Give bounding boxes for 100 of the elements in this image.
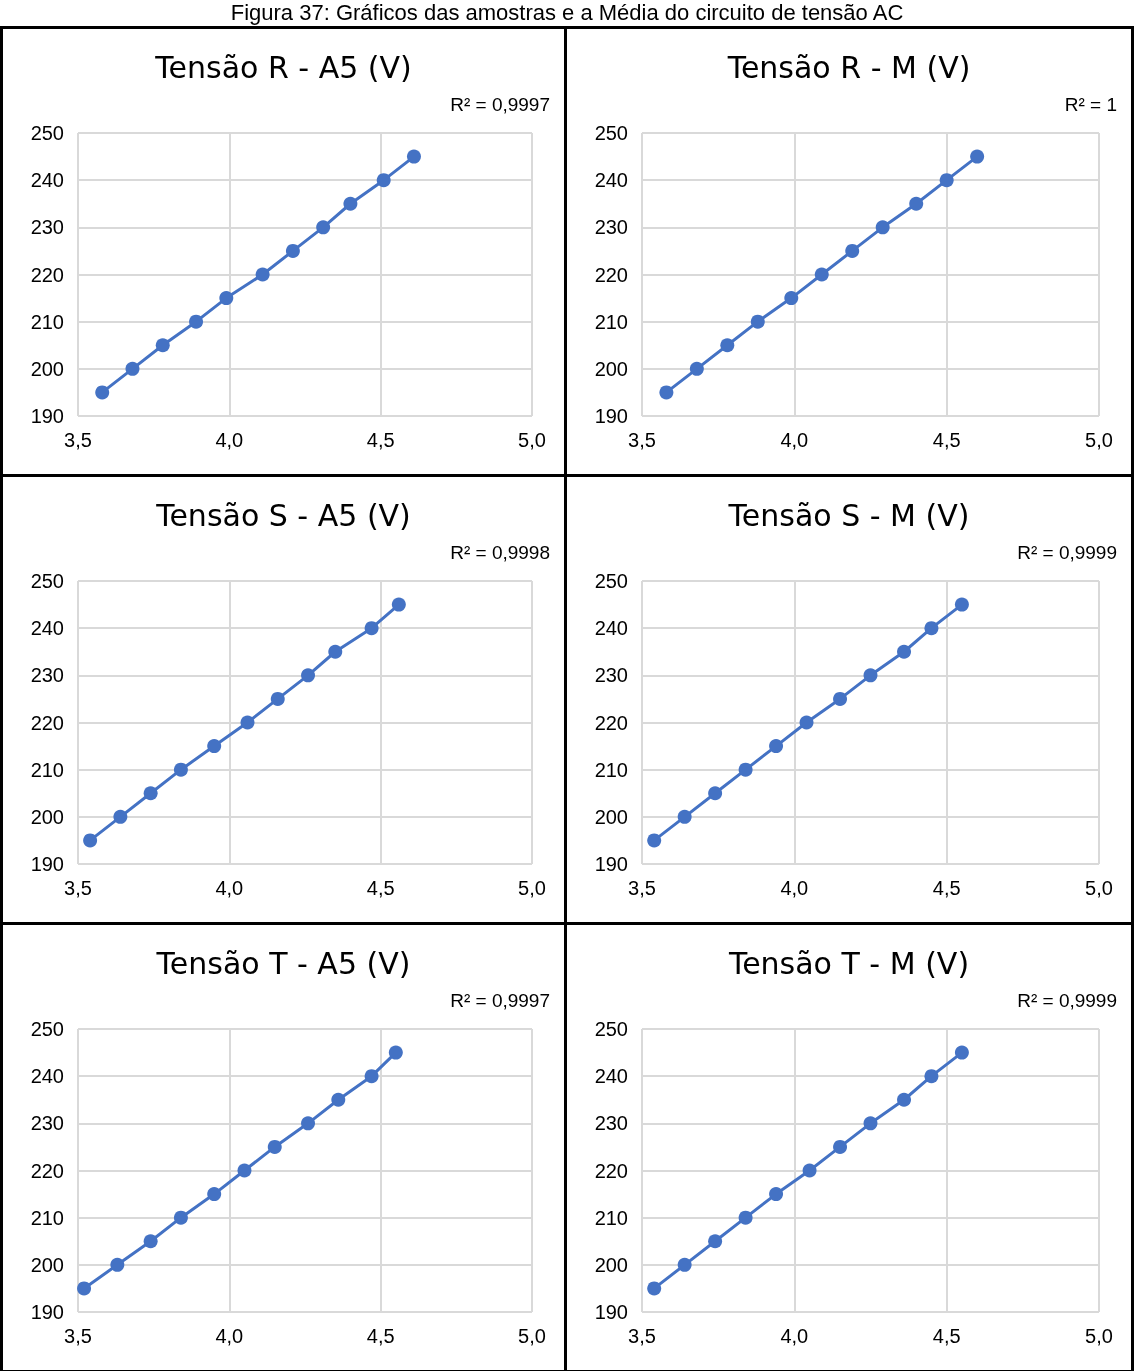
x-tick-label: 4,5	[932, 1325, 961, 1347]
y-tick-label: 190	[594, 405, 628, 427]
y-tick-label: 230	[30, 664, 64, 687]
point	[376, 173, 391, 188]
y-tick-label: 240	[594, 169, 628, 192]
point	[833, 1139, 848, 1154]
point	[219, 291, 234, 306]
text: R² = 1	[1064, 94, 1118, 115]
y-tick-label: 210	[594, 1206, 628, 1229]
y-tick-label: 200	[30, 805, 64, 828]
point	[863, 1116, 878, 1131]
text: R² = 0,9997	[450, 990, 551, 1011]
x-tick-label: 5,0	[518, 877, 546, 899]
x-tick-label: 4,5	[366, 877, 395, 899]
x-tick-label: 3,5	[628, 1325, 656, 1347]
point	[802, 1163, 817, 1178]
y-tick-label: 220	[30, 263, 64, 286]
point	[897, 1092, 912, 1107]
y-tick-label: 210	[30, 758, 64, 781]
point	[897, 644, 912, 659]
point	[125, 361, 140, 376]
x-tick-label: 4,0	[780, 429, 809, 451]
x-tick-label: 5,0	[1085, 877, 1113, 899]
x-tick-label: 4,5	[932, 877, 961, 899]
chart-title: Tensão T - M (V)	[727, 945, 970, 981]
y-tick-label: 240	[30, 617, 64, 640]
point	[720, 338, 735, 353]
y-tick-label: 190	[30, 1301, 64, 1323]
point	[388, 1045, 403, 1060]
point	[833, 691, 848, 706]
point	[364, 621, 379, 636]
point	[237, 1163, 252, 1178]
point	[708, 786, 723, 801]
point	[647, 833, 662, 848]
x-tick-label: 4,5	[932, 429, 961, 451]
y-tick-label: 230	[594, 216, 628, 239]
y-tick-label: 200	[594, 805, 628, 828]
text: R² = 0,9998	[450, 542, 551, 563]
y-tick-label: 240	[30, 169, 64, 192]
point	[954, 1045, 969, 1060]
point	[328, 644, 343, 659]
y-tick-label: 190	[30, 853, 64, 875]
x-tick-label: 4,5	[366, 429, 395, 451]
point	[677, 1257, 692, 1272]
point	[343, 196, 358, 211]
point	[406, 149, 421, 164]
point	[750, 314, 765, 329]
point	[173, 1210, 188, 1225]
y-tick-label: 200	[594, 357, 628, 380]
x-tick-label: 4,0	[780, 877, 809, 899]
y-tick-label: 250	[594, 1018, 628, 1040]
point	[316, 220, 331, 235]
point	[155, 338, 170, 353]
point	[738, 762, 753, 777]
y-tick-label: 230	[594, 1112, 628, 1135]
point	[110, 1257, 125, 1272]
x-tick-label: 4,0	[780, 1325, 809, 1347]
point	[267, 1139, 282, 1154]
point	[677, 809, 692, 824]
text: R² = 0,9997	[450, 94, 551, 115]
point	[954, 597, 969, 612]
y-tick-label: 240	[30, 1065, 64, 1088]
point	[189, 314, 204, 329]
chart-title: Tensão R - A5 (V)	[154, 49, 412, 85]
point	[83, 833, 98, 848]
point	[814, 267, 829, 282]
y-tick-label: 200	[30, 1253, 64, 1276]
point	[207, 739, 222, 754]
point	[364, 1069, 379, 1084]
y-tick-label: 210	[594, 758, 628, 781]
y-tick-label: 200	[594, 1253, 628, 1276]
x-tick-label: 5,0	[518, 1325, 546, 1347]
point	[909, 196, 924, 211]
point	[77, 1281, 92, 1296]
y-tick-label: 250	[594, 122, 628, 144]
y-tick-label: 190	[30, 405, 64, 427]
y-tick-label: 210	[30, 1206, 64, 1229]
point	[659, 385, 674, 400]
x-tick-label: 3,5	[64, 877, 92, 899]
point	[207, 1187, 222, 1202]
x-tick-label: 3,5	[64, 429, 92, 451]
text: Figura 37: Gráficos das amostras e a Média do circuito de tensão AC	[229, 0, 905, 26]
y-tick-label: 230	[30, 216, 64, 239]
x-tick-label: 3,5	[628, 429, 656, 451]
point	[143, 786, 158, 801]
y-tick-label: 220	[594, 1159, 628, 1182]
point	[799, 715, 814, 730]
y-tick-label: 240	[594, 1065, 628, 1088]
y-tick-label: 220	[30, 1159, 64, 1182]
y-tick-label: 210	[594, 310, 628, 333]
y-tick-label: 210	[30, 310, 64, 333]
y-tick-label: 200	[30, 357, 64, 380]
y-tick-label: 250	[30, 122, 64, 144]
point	[924, 1069, 939, 1084]
y-tick-label: 220	[594, 263, 628, 286]
y-tick-label: 240	[594, 617, 628, 640]
point	[391, 597, 406, 612]
x-tick-label: 3,5	[628, 877, 656, 899]
y-tick-label: 250	[30, 570, 64, 592]
point	[270, 691, 285, 706]
